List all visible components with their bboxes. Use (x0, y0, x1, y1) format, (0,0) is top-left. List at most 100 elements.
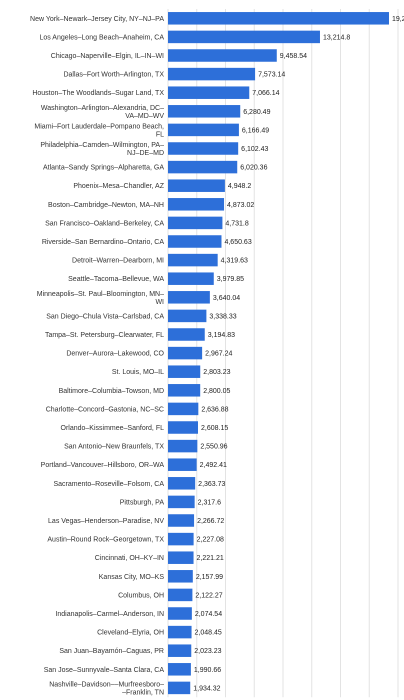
value-label: 2,317.6 (198, 499, 221, 506)
value-label: 19,216.18 (392, 16, 404, 23)
bar (168, 421, 198, 434)
value-label: 3,194.83 (208, 332, 235, 339)
category-label-line: Tampa–St. Petersburg–Clearwater, FL (45, 332, 164, 339)
category-label-line: Seattle–Tacoma–Bellevue, WA (68, 276, 164, 283)
category-label-line: Chicago–Naperville–Elgin, IL–IN–WI (51, 53, 164, 60)
category-label: Cleveland–Elyria, OH (97, 630, 164, 637)
category-label-line: Riverside–San Bernardino–Ontario, CA (42, 239, 165, 246)
value-label: 4,731.8 (225, 220, 248, 227)
bar (168, 216, 223, 230)
category-label: Nashville–Davidson––Murfreesboro– –Frankl… (49, 681, 164, 696)
category-label: Denver–Aurora–Lakewood, CO (66, 351, 164, 358)
value-label: 7,573.14 (258, 72, 285, 79)
value-label: 1,990.66 (194, 667, 221, 674)
category-label: Las Vegas–Henderson–Paradise, NV (48, 518, 164, 525)
bar (168, 49, 277, 62)
bar (168, 253, 218, 267)
bar (168, 198, 225, 211)
category-label: Boston–Cambridge–Newton, MA–NH (48, 202, 164, 209)
bar (168, 384, 201, 397)
category-label: San Antonio–New Braunfels, TX (64, 444, 164, 451)
value-label: 2,967.24 (205, 351, 232, 358)
bar (168, 160, 238, 174)
bar (168, 291, 210, 304)
category-label-line: Austin–Round Rock–Georgetown, TX (47, 537, 164, 544)
value-label: 2,157.99 (196, 574, 223, 581)
category-label: Tampa–St. Petersburg–Clearwater, FL (45, 332, 164, 339)
category-label-line: –Franklin, TN (122, 689, 164, 696)
value-label: 2,122.27 (195, 592, 222, 599)
category-label-line: Miami–Fort Lauderdale–Pompano Beach, (34, 123, 164, 130)
category-label-line: San Juan–Bayamón–Caguas, PR (59, 648, 164, 655)
category-label: Minneapolis–St. Paul–Bloomington, MN– WI (37, 291, 164, 306)
value-label: 3,640.04 (213, 295, 240, 302)
bar (168, 309, 207, 323)
bar (168, 30, 320, 44)
bar (168, 67, 256, 81)
category-label: Atlanta–Sandy Springs–Alpharetta, GA (43, 165, 164, 172)
value-label: 4,873.02 (227, 202, 254, 209)
category-label-line: WI (155, 299, 164, 306)
bar (168, 607, 192, 620)
category-label-line: Nashville–Davidson––Murfreesboro– (49, 681, 164, 688)
value-label: 2,227.08 (197, 537, 224, 544)
category-label-line: Detroit–Warren–Dearborn, MI (72, 258, 164, 265)
value-label: 2,800.05 (203, 388, 230, 395)
category-label-line: Baltimore–Columbia–Towson, MD (59, 388, 164, 395)
value-label: 2,492.41 (200, 462, 227, 469)
category-label: Philadelphia–Camden–Wilmington, PA– NJ–DE… (40, 142, 164, 157)
value-label: 2,023.23 (194, 648, 221, 655)
category-label-line: Kansas City, MO–KS (99, 574, 165, 581)
category-label: Dallas–Fort Worth–Arlington, TX (63, 72, 164, 79)
value-label: 4,319.63 (221, 258, 248, 265)
value-label: 2,048.45 (195, 630, 222, 637)
value-label: 1,934.32 (193, 685, 220, 692)
category-label: San Francisco–Oakland–Berkeley, CA (45, 220, 164, 227)
category-label: Kansas City, MO–KS (99, 574, 165, 581)
value-label: 2,221.21 (197, 555, 224, 562)
category-label: Riverside–San Bernardino–Ontario, CA (42, 239, 165, 246)
category-label: Cincinnati, OH–KY–IN (95, 555, 164, 562)
category-label: Detroit–Warren–Dearborn, MI (72, 258, 164, 265)
bar (168, 681, 191, 695)
bar (168, 328, 205, 341)
category-label-line: Charlotte–Concord–Gastonia, NC–SC (46, 406, 164, 413)
bar (168, 458, 197, 471)
category-label: Portland–Vancouver–Hillsboro, OR–WA (41, 462, 165, 469)
value-label: 3,979.85 (217, 276, 244, 283)
value-label: 4,948.2 (228, 183, 251, 190)
bar (168, 625, 192, 639)
category-label: Phoenix–Mesa–Chandler, AZ (73, 183, 164, 190)
category-label: San Jose–Sunnyvale–Santa Clara, CA (44, 667, 165, 674)
value-label: 7,066.14 (252, 90, 279, 97)
bar (168, 588, 193, 602)
category-label: Houston–The Woodlands–Sugar Land, TX (32, 90, 164, 97)
category-label-line: St. Louis, MO–IL (112, 369, 164, 376)
bar (168, 235, 222, 248)
category-label-line: Cincinnati, OH–KY–IN (95, 555, 164, 562)
category-label-line: Atlanta–Sandy Springs–Alpharetta, GA (43, 165, 164, 172)
category-label: Austin–Round Rock–Georgetown, TX (47, 537, 164, 544)
bar (168, 142, 239, 155)
category-label-line: San Diego–Chula Vista–Carlsbad, CA (46, 313, 164, 320)
category-label-line: NJ–DE–MD (127, 150, 164, 157)
value-label: 13,214.8 (323, 34, 350, 41)
bar (168, 532, 194, 546)
category-label-line: Denver–Aurora–Lakewood, CO (66, 351, 164, 358)
category-label: Columbus, OH (118, 592, 164, 599)
category-label: Washington–Arlington–Alexandria, DC– VA–M… (41, 105, 164, 120)
category-label: Indianapolis–Carmel–Anderson, IN (55, 611, 164, 618)
bar (168, 477, 196, 490)
bar (168, 123, 239, 137)
category-label-line: San Antonio–New Braunfels, TX (64, 444, 164, 451)
value-label: 2,608.15 (201, 425, 228, 432)
category-label-line: Dallas–Fort Worth–Arlington, TX (63, 72, 164, 79)
category-label-line: VA–MD–WV (125, 113, 164, 120)
category-label-line: Cleveland–Elyria, OH (97, 630, 164, 637)
category-label-line: Pittsburgh, PA (120, 499, 165, 506)
category-label-line: Sacramento–Roseville–Folsom, CA (54, 481, 165, 488)
category-label-line: Columbus, OH (118, 592, 164, 599)
category-label-line: FL (156, 131, 164, 138)
value-label: 2,266.72 (197, 518, 224, 525)
